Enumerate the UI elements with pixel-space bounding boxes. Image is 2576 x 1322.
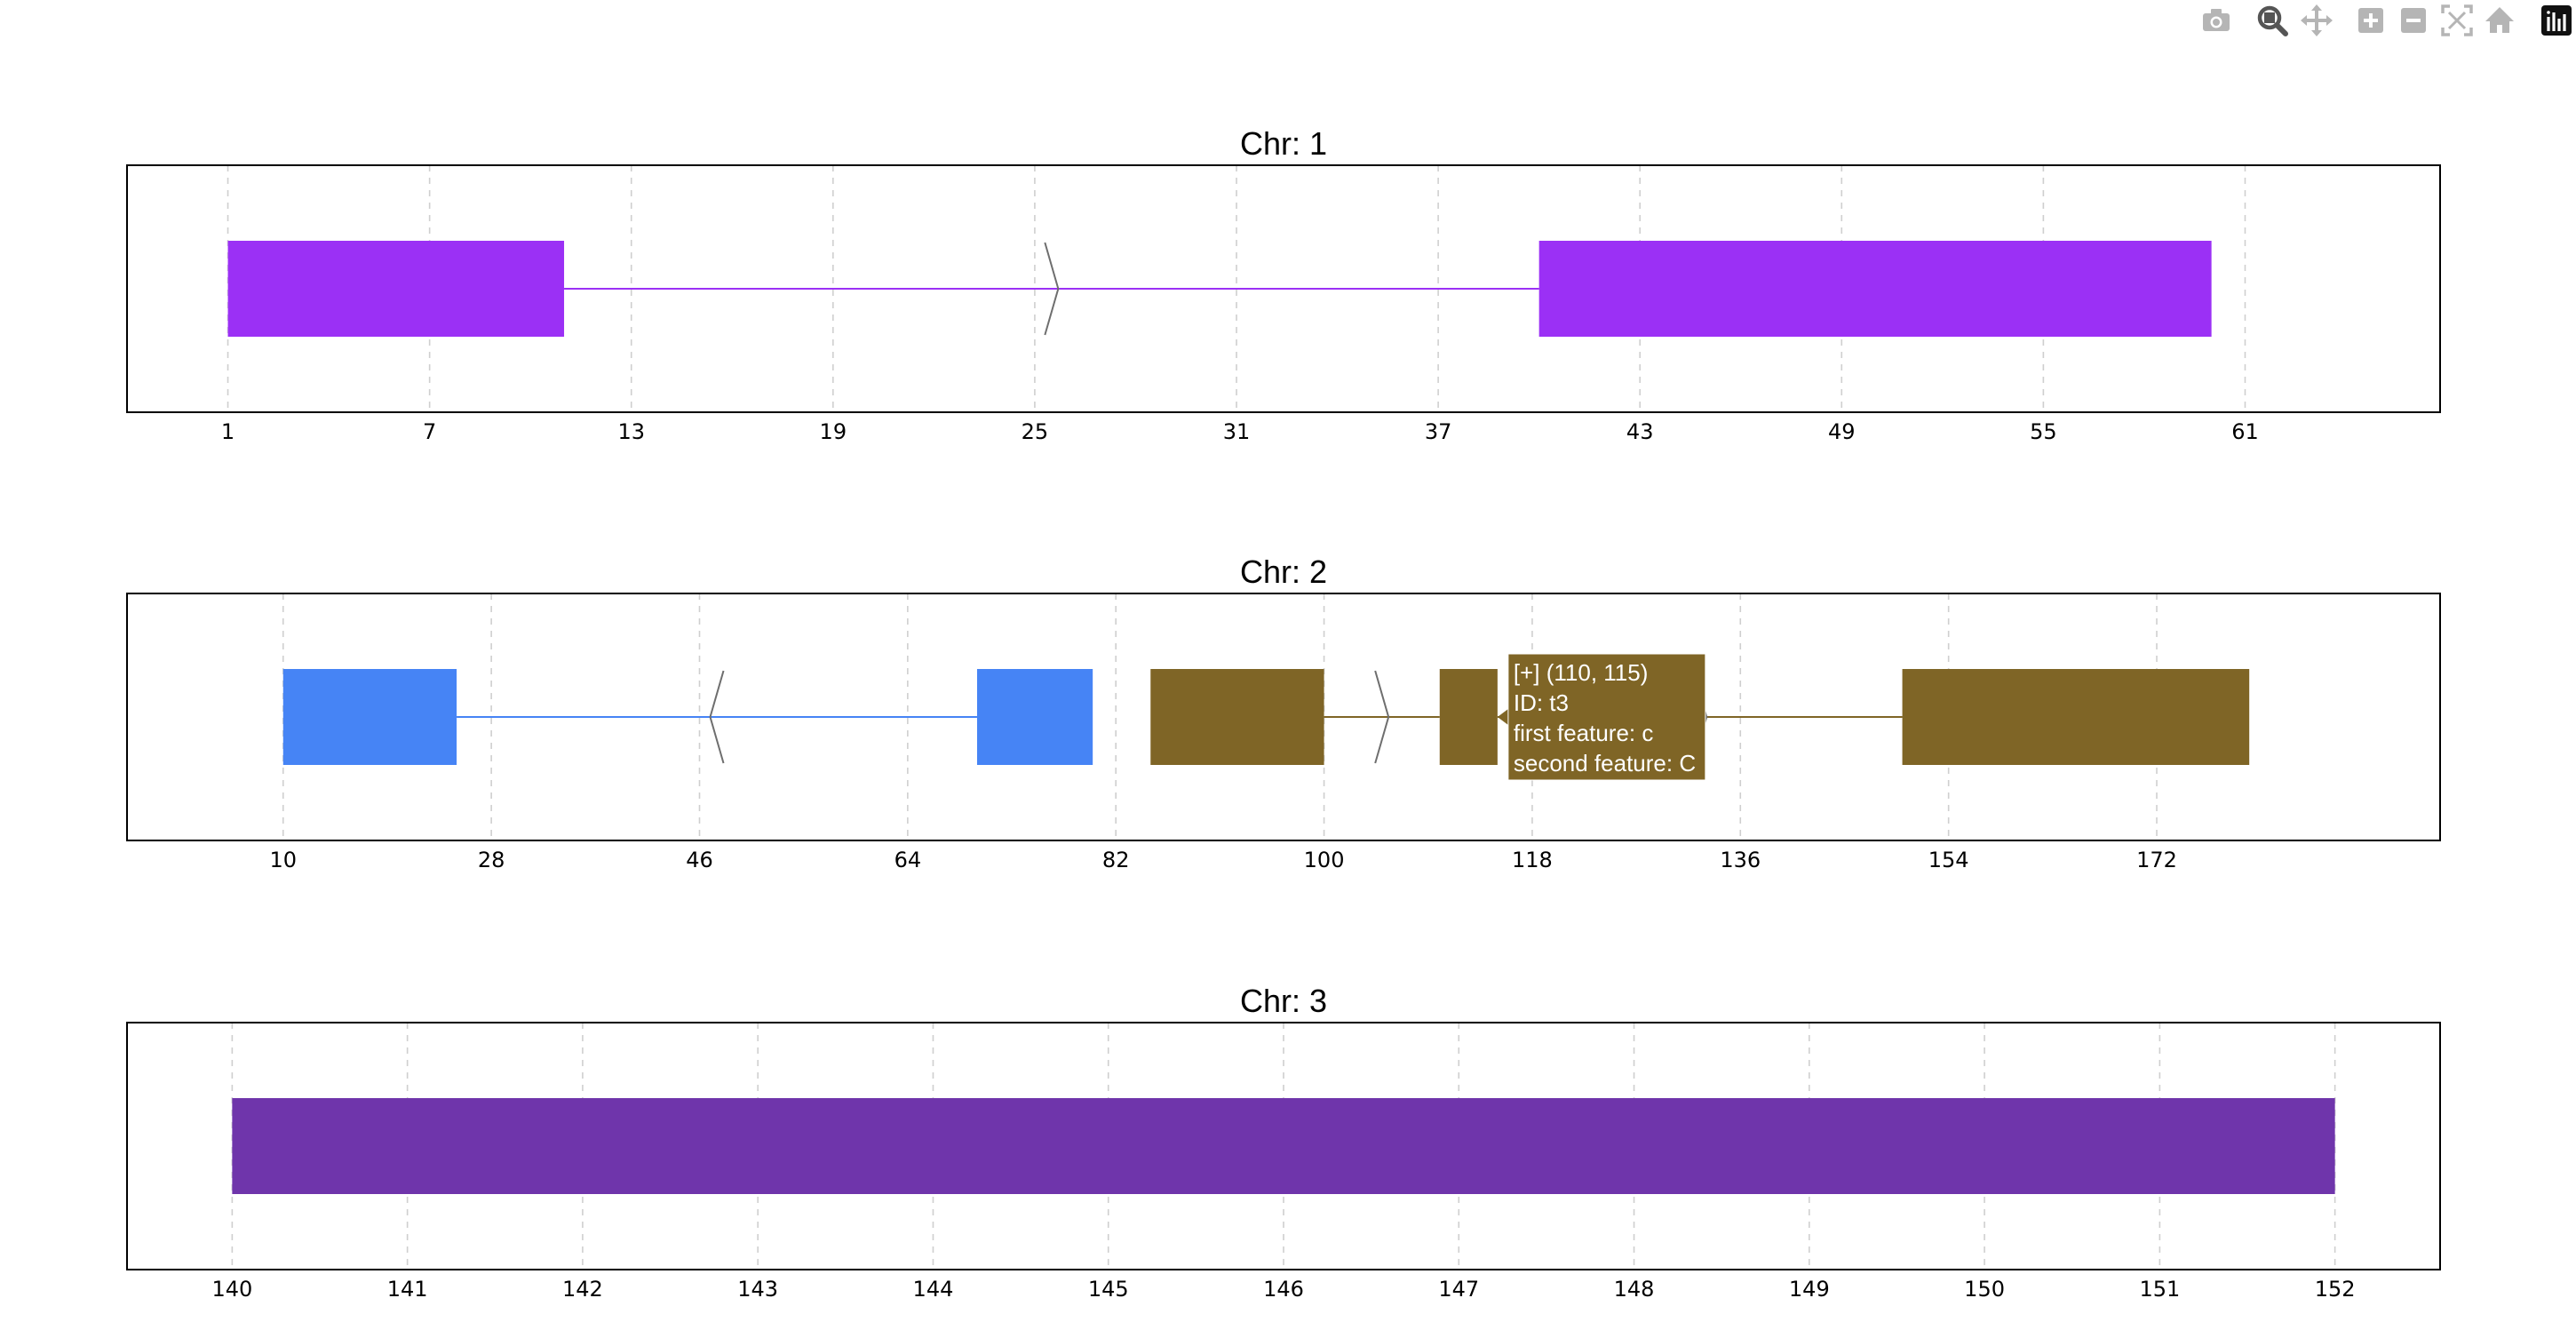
hover-tooltip: [+] (110, 115) ID: t3 first feature: c seco… <box>1497 653 1706 781</box>
x-tick-label: 141 <box>387 1277 428 1302</box>
x-tick-label: 19 <box>820 419 847 444</box>
camera-icon[interactable]: Download plot as png <box>2198 3 2234 38</box>
exon-block[interactable] <box>976 669 1093 765</box>
x-tick-label: 151 <box>2139 1277 2180 1302</box>
zoom-out-icon[interactable]: Zoom out <box>2396 3 2431 38</box>
exon-block[interactable] <box>1439 669 1498 765</box>
tooltip-line: [+] (110, 115) <box>1514 659 1649 686</box>
x-tick-label: 43 <box>1626 419 1654 444</box>
exon-block[interactable] <box>232 1098 2335 1194</box>
strand-arrow <box>709 670 725 764</box>
panel-title: Chr: 1 <box>1240 125 1327 162</box>
zoom-in-icon[interactable]: Zoom in <box>2353 3 2389 38</box>
tooltip-line: ID: t3 <box>1514 689 1569 716</box>
x-tick-label: 172 <box>2136 848 2177 872</box>
plotly-logo-icon[interactable]: Produced with Plotly <box>2539 3 2574 38</box>
x-tick-label: 140 <box>211 1277 252 1302</box>
transcript[interactable] <box>1150 669 2250 765</box>
chr-panel-3: Chr: 3 140 141 142 143 144 145 146 147 148 149 150 1… <box>126 983 2441 1302</box>
transcript[interactable] <box>232 1098 2335 1194</box>
x-tick-label: 64 <box>894 848 922 872</box>
strand-arrow <box>1374 670 1390 764</box>
x-tick-label: 147 <box>1438 1277 1479 1302</box>
modebar: Download plot as png Zoom Pan Zoom inZoom o… <box>2198 3 2574 38</box>
plot-frame <box>126 164 2441 413</box>
x-tick-label: 37 <box>1425 419 1452 444</box>
x-tick-label: 143 <box>737 1277 778 1302</box>
exon-block[interactable] <box>227 241 565 337</box>
plot-frame <box>126 1022 2441 1270</box>
x-tick-label: 148 <box>1614 1277 1655 1302</box>
x-tick-label: 142 <box>562 1277 603 1302</box>
x-tick-label: 13 <box>617 419 645 444</box>
exon-block[interactable] <box>1150 669 1324 765</box>
panel-title: Chr: 2 <box>1240 553 1327 590</box>
exon-block[interactable] <box>1538 241 2212 337</box>
chr-panel-1: Chr: 1 1 7 13 19 25 31 37 43 49 55 61 <box>126 125 2441 444</box>
x-tick-label: 136 <box>1720 848 1761 872</box>
autoscale-icon[interactable]: Autoscale <box>2439 3 2475 38</box>
x-tick-label: 118 <box>1512 848 1553 872</box>
x-tick-label: 10 <box>269 848 297 872</box>
strand-arrow <box>1044 242 1060 336</box>
x-tick-label: 150 <box>1964 1277 2005 1302</box>
x-tick-label: 49 <box>1828 419 1856 444</box>
x-tick-label: 146 <box>1263 1277 1304 1302</box>
panel-title: Chr: 3 <box>1240 983 1327 1019</box>
exon-block[interactable] <box>1902 669 2250 765</box>
exon-block[interactable] <box>282 669 457 765</box>
plot-frame <box>126 593 2441 841</box>
transcript[interactable] <box>282 669 1093 765</box>
x-tick-label: 55 <box>2030 419 2057 444</box>
x-tick-label: 1 <box>221 419 235 444</box>
x-tick-label: 145 <box>1088 1277 1129 1302</box>
x-tick-label: 149 <box>1789 1277 1830 1302</box>
transcript[interactable] <box>227 241 2212 337</box>
x-tick-label: 144 <box>913 1277 954 1302</box>
x-tick-label: 31 <box>1223 419 1251 444</box>
x-tick-label: 152 <box>2315 1277 2356 1302</box>
x-tick-label: 100 <box>1304 848 1345 872</box>
x-tick-label: 61 <box>2231 419 2259 444</box>
x-tick-label: 46 <box>686 848 713 872</box>
pan-icon[interactable]: Pan <box>2299 3 2334 38</box>
zoom-icon[interactable]: Zoom <box>2254 3 2290 38</box>
x-tick-label: 82 <box>1102 848 1130 872</box>
chr-panel-2: Chr: 2 10 28 46 64 82 100 118 136 154 172 [+] (110,… <box>126 553 2441 872</box>
x-tick-label: 28 <box>478 848 505 872</box>
x-tick-label: 25 <box>1022 419 1049 444</box>
tooltip-line: second feature: C <box>1514 750 1696 776</box>
tooltip-line: first feature: c <box>1514 720 1654 746</box>
x-tick-label: 7 <box>423 419 436 444</box>
home-icon[interactable]: Reset axes <box>2482 3 2517 38</box>
x-tick-label: 154 <box>1928 848 1969 872</box>
